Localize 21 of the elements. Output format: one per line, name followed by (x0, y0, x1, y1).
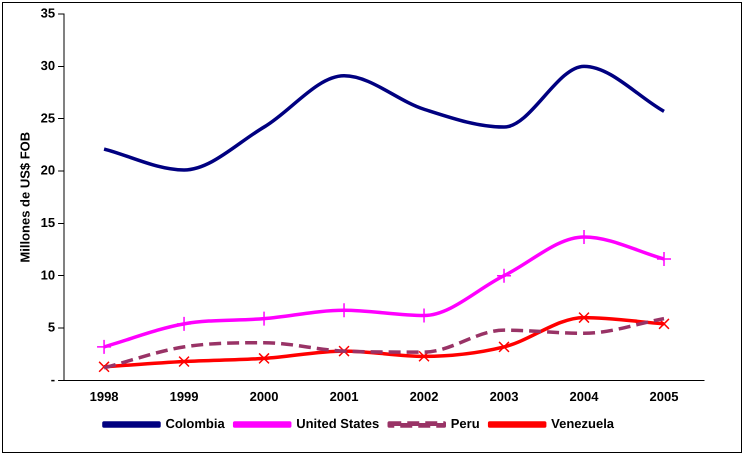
x-tick-label: 2000 (250, 388, 278, 404)
legend-label: Peru (450, 416, 480, 432)
legend-label: United States (296, 416, 380, 432)
y-tick-label: - (50, 372, 56, 387)
x-tick-label: 1998 (90, 388, 119, 404)
y-tick-label: 20 (40, 162, 56, 178)
y-tick-label: 15 (40, 214, 56, 230)
legend-label: Venezuela (551, 416, 615, 432)
legend-label: Colombia (165, 416, 226, 432)
y-tick-label: 25 (40, 110, 56, 126)
y-tick-label: 35 (40, 6, 56, 21)
y-tick-label: 30 (40, 58, 56, 73)
x-tick-label: 2002 (410, 388, 438, 404)
x-tick-label: 1999 (170, 388, 199, 404)
y-axis-title: Millones de US$ FOB (17, 132, 32, 263)
y-tick-label: 10 (40, 267, 56, 282)
y-tick-label: 5 (48, 320, 56, 335)
x-tick-label: 2003 (490, 388, 518, 404)
x-tick-label: 2001 (330, 388, 358, 404)
x-tick-label: 2005 (650, 388, 678, 404)
x-tick-label: 2004 (570, 388, 600, 404)
